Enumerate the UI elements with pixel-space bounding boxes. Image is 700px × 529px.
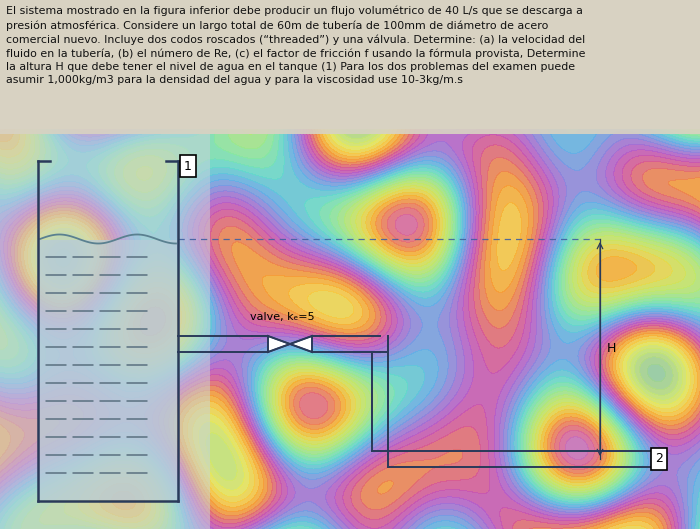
Text: H: H	[607, 342, 617, 355]
Text: El sistema mostrado en la figura inferior debe producir un flujo volumétrico de : El sistema mostrado en la figura inferio…	[6, 6, 585, 85]
Text: 2: 2	[655, 452, 663, 466]
Bar	[39, 240, 177, 500]
Text: valve, kₑ=5: valve, kₑ=5	[250, 312, 314, 322]
Bar	[0, 129, 210, 529]
Polygon shape	[290, 336, 312, 352]
Polygon shape	[268, 336, 290, 352]
Bar	[0, 0, 700, 134]
Text: 1: 1	[184, 160, 192, 172]
